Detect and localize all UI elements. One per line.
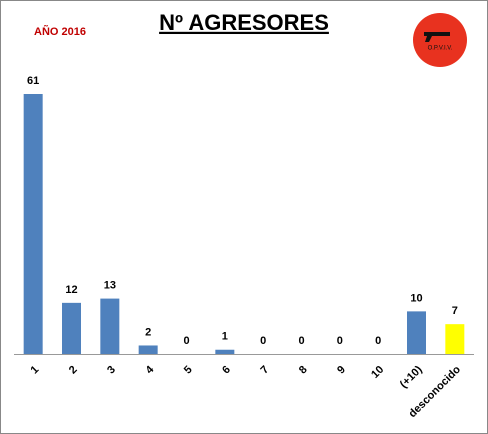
data-label: 2	[145, 326, 151, 338]
logo-text: O.P.V.I.V.	[428, 46, 453, 52]
logo-icon	[424, 32, 450, 42]
data-label: 0	[337, 335, 343, 347]
bar	[23, 94, 43, 354]
bar	[407, 311, 426, 354]
data-label: 13	[104, 279, 116, 291]
data-label: 7	[452, 305, 458, 317]
data-label: 0	[183, 335, 189, 347]
bar	[445, 324, 465, 354]
data-label: 61	[27, 75, 39, 87]
chart-title: Nº AGRESORES	[159, 10, 329, 35]
data-label: 12	[65, 284, 77, 296]
logo-circle	[413, 13, 467, 67]
bar	[100, 298, 120, 354]
data-label: 0	[298, 335, 304, 347]
data-label: 1	[222, 331, 228, 343]
logo: O.P.V.I.V.	[413, 13, 467, 67]
bar	[62, 302, 81, 354]
bar	[215, 349, 235, 354]
data-label: 10	[410, 292, 422, 304]
data-label: 0	[375, 335, 381, 347]
bar	[138, 345, 158, 354]
data-label: 0	[260, 335, 266, 347]
chart-subtitle: AÑO 2016	[34, 25, 86, 38]
